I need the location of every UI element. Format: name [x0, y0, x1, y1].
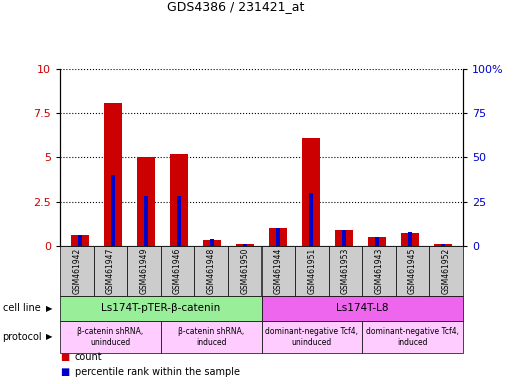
Text: GSM461946: GSM461946 — [173, 248, 182, 294]
Text: GSM461944: GSM461944 — [274, 248, 283, 294]
Text: GSM461948: GSM461948 — [207, 248, 215, 294]
Bar — [335, 230, 353, 246]
Bar — [309, 193, 313, 246]
Bar — [170, 154, 188, 246]
Text: count: count — [75, 352, 103, 362]
Text: Ls174T-L8: Ls174T-L8 — [336, 303, 389, 313]
Bar — [408, 232, 412, 246]
Text: β-catenin shRNA,
induced: β-catenin shRNA, induced — [178, 327, 244, 347]
Bar — [401, 233, 419, 246]
Bar — [71, 235, 89, 246]
Bar — [203, 240, 221, 246]
Text: protocol: protocol — [3, 332, 42, 342]
Text: dominant-negative Tcf4,
induced: dominant-negative Tcf4, induced — [366, 327, 459, 347]
Bar — [441, 244, 445, 246]
Bar — [269, 228, 287, 246]
Text: dominant-negative Tcf4,
uninduced: dominant-negative Tcf4, uninduced — [265, 327, 358, 347]
Text: ▶: ▶ — [47, 304, 53, 313]
Bar — [236, 244, 254, 246]
Bar — [375, 237, 379, 246]
Text: ▶: ▶ — [47, 333, 53, 341]
Text: GSM461950: GSM461950 — [240, 248, 249, 294]
Bar — [302, 138, 320, 246]
Text: Ls174T-pTER-β-catenin: Ls174T-pTER-β-catenin — [101, 303, 221, 313]
Text: GSM461949: GSM461949 — [140, 248, 149, 294]
Text: GSM461947: GSM461947 — [106, 248, 115, 294]
Bar — [78, 235, 82, 246]
Text: GSM461951: GSM461951 — [308, 248, 316, 294]
Bar — [177, 196, 181, 246]
Text: β-catenin shRNA,
uninduced: β-catenin shRNA, uninduced — [77, 327, 144, 347]
Text: ■: ■ — [60, 352, 70, 362]
Text: GSM461953: GSM461953 — [341, 248, 350, 294]
Text: GSM461943: GSM461943 — [374, 248, 383, 294]
Bar — [368, 237, 386, 246]
Text: percentile rank within the sample: percentile rank within the sample — [75, 367, 240, 377]
Bar — [243, 244, 247, 246]
Bar — [342, 230, 346, 246]
Text: GSM461945: GSM461945 — [408, 248, 417, 294]
Bar — [276, 228, 280, 246]
Bar — [434, 244, 452, 246]
Text: GDS4386 / 231421_at: GDS4386 / 231421_at — [167, 0, 304, 13]
Bar — [144, 196, 148, 246]
Text: cell line: cell line — [3, 303, 40, 313]
Text: ■: ■ — [60, 367, 70, 377]
Bar — [137, 157, 155, 246]
Bar — [111, 175, 115, 246]
Text: GSM461942: GSM461942 — [72, 248, 82, 294]
Bar — [104, 103, 122, 246]
Text: GSM461952: GSM461952 — [441, 248, 451, 294]
Bar — [210, 239, 214, 246]
